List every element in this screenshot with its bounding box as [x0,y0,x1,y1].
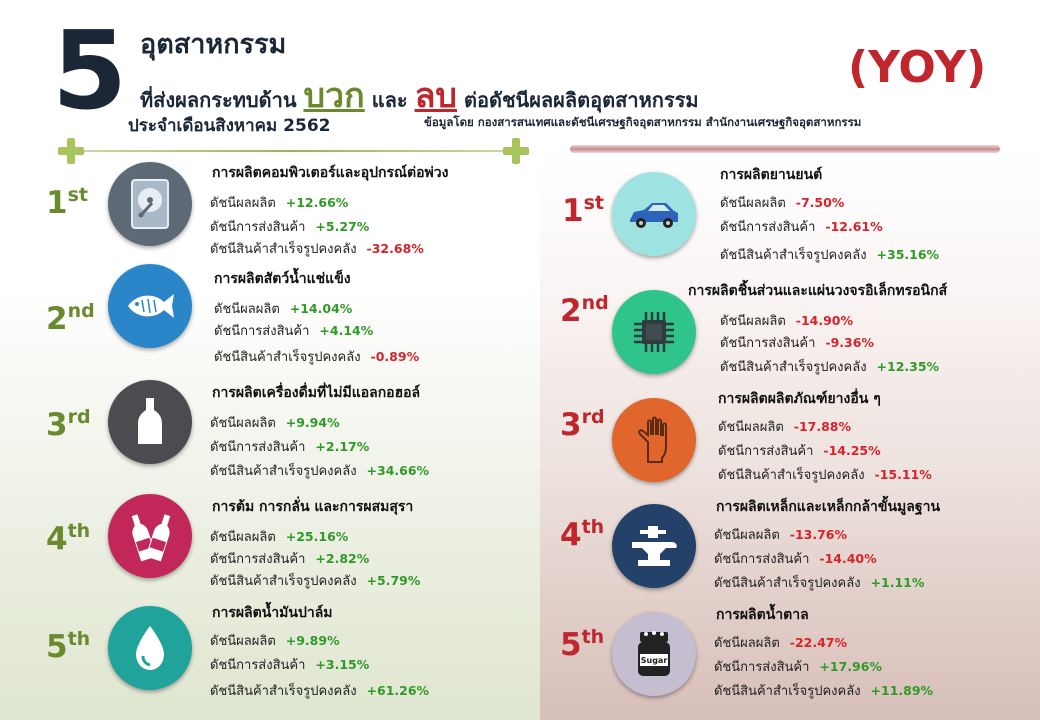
rank-label: 5th [560,626,605,663]
industry-title: การผลิตชิ้นส่วนและแผ่นวงจรอิเล็กทรอนิกส์ [688,283,948,299]
rank-label: 4th [46,520,91,557]
production-row: ดัชนีผลผลิต -13.76% [714,527,848,543]
shipment-row: ดัชนีการส่งสินค้า -9.36% [720,335,874,351]
car-icon [612,172,696,256]
rank-label: 5th [46,628,91,665]
inventory-row: ดัชนีสินค้าสำเร็จรูปคงคลัง -0.89% [214,349,420,365]
title-prefix: ที่ส่งผลกระทบด้าน [140,88,297,112]
title-line-2: ที่ส่งผลกระทบด้าน บวก และ ลบ ต่อดัชนีผลผ… [140,68,699,122]
industry-title: การผลิตผลิตภัณฑ์ยางอื่น ๆ [718,391,881,407]
industry-title: การผลิตยานยนต์ [720,167,823,183]
shipment-row: ดัชนีการส่งสินค้า -14.25% [718,443,881,459]
negative-word: ลบ [414,76,457,116]
inventory-row: ดัชนีสินค้าสำเร็จรูปคงคลัง +5.79% [210,573,421,589]
inventory-row: ดัชนีสินค้าสำเร็จรูปคงคลัง +1.11% [714,575,925,591]
shipment-row: ดัชนีการส่งสินค้า +5.27% [210,219,370,235]
sugar-label: Sugar [641,656,668,665]
production-row: ดัชนีผลผลิต +12.66% [210,195,349,211]
shipment-row: ดัชนีการส่งสินค้า +17.96% [714,659,882,675]
bottle-icon [108,380,192,464]
production-row: ดัชนีผลผลิต -7.50% [720,195,845,211]
title-line-1: อุตสาหกรรม [140,29,287,60]
rank-label: 3rd [46,406,91,443]
shipment-row: ดัชนีการส่งสินค้า +4.14% [214,323,374,339]
industry-title: การผลิตเหล็กและเหล็กกล้าขั้นมูลฐาน [716,499,941,515]
production-row: ดัชนีผลผลิต -14.90% [720,313,854,329]
inventory-row: ดัชนีสินค้าสำเร็จรูปคงคลัง +11.89% [714,683,934,699]
shipment-row: ดัชนีการส่งสินค้า -14.40% [714,551,877,567]
inventory-row: ดัชนีสินค้าสำเร็จรูปคงคลัง +34.66% [210,463,430,479]
industry-title: การต้ม การกลั่น และการผสมสุรา [212,499,414,515]
industry-title: การผลิตเครื่องดื่มที่ไม่มีแอลกอฮอล์ [212,385,421,401]
positive-divider [70,150,516,152]
rank-label: 4th [560,516,605,553]
negative-divider [570,145,1000,153]
inventory-row: ดัชนีสินค้าสำเร็จรูปคงคลัง +35.16% [720,247,940,263]
oil-drop-icon [108,606,192,690]
sugar-jar-icon: Sugar [612,612,696,696]
shipment-row: ดัชนีการส่งสินค้า +2.17% [210,439,370,455]
inventory-row: ดัชนีสินค้าสำเร็จรูปคงคลัง +61.26% [210,683,430,699]
inventory-row: ดัชนีสินค้าสำเร็จรูปคงคลัง -15.11% [718,467,932,483]
rank-label: 3rd [560,406,605,443]
industry-title: การผลิตคอมพิวเตอร์และอุปกรณ์ต่อพ่วง [212,165,449,181]
production-row: ดัชนีผลผลิต -17.88% [718,419,852,435]
production-row: ดัชนีผลผลิต +9.89% [210,633,340,649]
rubber-glove-icon [612,398,696,482]
wine-bottles-icon [108,494,192,578]
rank-label: 2nd [560,292,609,329]
big-number: 5 [52,9,128,134]
inventory-row: ดัชนีสินค้าสำเร็จรูปคงคลัง +12.35% [720,359,940,375]
title-suffix: ต่อดัชนีผลผลิตอุตสาหกรรม [463,88,699,112]
source-note: ข้อมูลโดย กองสารสนเทศและดัชนีเศรษฐกิจอุต… [424,115,862,129]
production-row: ดัชนีผลผลิต +14.04% [214,301,353,317]
industry-title: การผลิตน้ำมันปาล์ม [212,605,333,621]
production-row: ดัชนีผลผลิต -22.47% [714,635,848,651]
rank-label: 2nd [46,300,95,337]
and-word: และ [371,88,408,112]
production-row: ดัชนีผลผลิต +9.94% [210,415,340,431]
rank-label: 1st [562,192,604,229]
shipment-row: ดัชนีการส่งสินค้า +3.15% [210,657,370,673]
production-row: ดัชนีผลผลิต +25.16% [210,529,349,545]
chip-icon [612,290,696,374]
plus-icon [58,138,84,164]
fish-icon [108,264,192,348]
inventory-row: ดัชนีสินค้าสำเร็จรูปคงคลัง -32.68% [210,241,424,257]
rank-label: 1st [46,184,88,221]
positive-word: บวก [303,76,365,116]
shipment-row: ดัชนีการส่งสินค้า +2.82% [210,551,370,567]
hard-disk-icon [108,162,192,246]
plus-icon [503,138,529,164]
anvil-icon [612,504,696,588]
industry-title: การผลิตน้ำตาล [716,607,809,623]
shipment-row: ดัชนีการส่งสินค้า -12.61% [720,219,883,235]
period-title: ประจำเดือนสิงหาคม 2562 [128,116,331,136]
industry-title: การผลิตสัตว์น้ำแช่แข็ง [214,271,351,287]
yoy-label: (YOY) [848,42,987,93]
